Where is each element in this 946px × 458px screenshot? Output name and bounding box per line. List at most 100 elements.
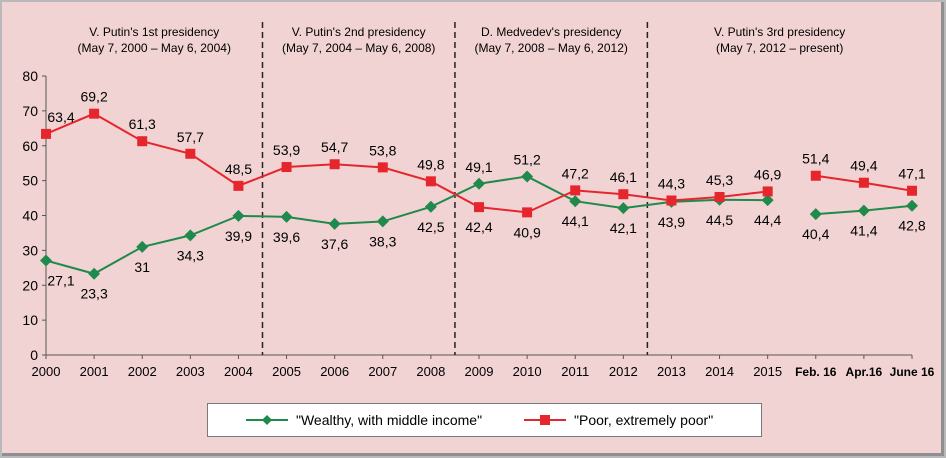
data-point-wealthy <box>328 217 341 230</box>
x-tick-label: 2000 <box>32 364 61 379</box>
legend-item-wealthy: "Wealthy, with middle income" <box>244 412 482 428</box>
period-title: D. Medvedev's presidency <box>481 25 621 39</box>
data-point-poor <box>185 148 196 159</box>
data-point-poor <box>329 159 340 170</box>
data-label-poor: 48,5 <box>225 161 252 177</box>
y-tick-label: 0 <box>30 347 38 363</box>
data-point-poor <box>714 192 725 203</box>
data-point-wealthy <box>761 194 774 207</box>
data-label-wealthy: 37,6 <box>321 236 348 252</box>
y-tick-label: 20 <box>22 277 38 293</box>
legend: "Wealthy, with middle income" "Poor, ext… <box>207 403 762 437</box>
y-tick-label: 50 <box>22 173 38 189</box>
data-label-poor: 61,3 <box>129 116 156 132</box>
data-point-wealthy <box>136 240 149 253</box>
data-point-poor <box>377 162 388 173</box>
y-tick-label: 80 <box>22 68 38 84</box>
x-tick-label: 2005 <box>272 364 301 379</box>
data-point-wealthy <box>280 210 293 223</box>
x-tick-label: 2014 <box>705 364 734 379</box>
data-label-poor: 40,9 <box>513 224 540 240</box>
data-point-wealthy <box>809 208 822 221</box>
data-label-poor: 53,8 <box>369 142 396 158</box>
y-tick-label: 40 <box>22 208 38 224</box>
x-tick-label: 2007 <box>368 364 397 379</box>
data-label-wealthy: 42,8 <box>898 218 925 234</box>
x-tick-label: 2012 <box>609 364 638 379</box>
data-label-poor: 47,1 <box>898 166 925 182</box>
line-chart: 0 10 20 30 40 50 60 70 80 2000 2001 2002 2003 2004 200… <box>22 22 935 379</box>
period-subtitle: (May 7, 2000 – May 6, 2004) <box>78 41 231 55</box>
data-label-poor: 57,7 <box>177 129 204 145</box>
data-label-wealthy: 44,5 <box>706 212 733 228</box>
data-point-poor <box>907 185 917 196</box>
y-tick-label: 30 <box>22 242 38 258</box>
data-label-wealthy: 40,4 <box>802 226 829 242</box>
data-label-wealthy: 44,1 <box>562 213 589 229</box>
data-point-poor <box>89 108 100 119</box>
data-point-poor <box>858 177 869 188</box>
legend-item-poor: "Poor, extremely poor" <box>522 412 713 428</box>
data-label-poor: 47,2 <box>562 165 589 181</box>
legend-label-wealthy: "Wealthy, with middle income" <box>296 412 483 428</box>
period-title: V. Putin's 1st presidency <box>89 25 219 39</box>
x-tick-label: 2008 <box>416 364 445 379</box>
data-label-poor: 46,1 <box>610 169 637 185</box>
data-label-wealthy: 42,1 <box>610 220 637 236</box>
legend-swatch-wealthy <box>246 415 288 425</box>
data-label-wealthy: 43,9 <box>658 214 685 230</box>
period-title: V. Putin's 2nd presidency <box>292 25 426 39</box>
data-point-wealthy <box>473 177 485 190</box>
x-tick-label: 2001 <box>80 364 109 379</box>
x-tick-label: Feb. 16 <box>795 365 837 379</box>
period-subtitle: (May 7, 2012 – present) <box>716 41 843 55</box>
data-label-poor: 53,9 <box>273 142 300 158</box>
data-point-wealthy <box>184 229 197 242</box>
data-label-poor: 63,4 <box>47 109 74 125</box>
data-point-wealthy <box>521 170 534 183</box>
series-line-poor <box>45 112 768 214</box>
data-point-wealthy <box>232 209 245 222</box>
period-title: V. Putin's 3rd presidency <box>714 25 845 39</box>
x-tick-label: 2011 <box>561 364 589 379</box>
data-label-poor: 51,4 <box>802 151 829 167</box>
x-tick-label: 2004 <box>224 364 253 379</box>
data-point-poor <box>41 128 51 139</box>
x-tick-label: 2013 <box>657 364 686 379</box>
data-point-poor <box>137 136 148 147</box>
data-point-wealthy <box>88 267 101 280</box>
data-label-wealthy: 39,9 <box>225 228 252 244</box>
data-label-wealthy: 39,6 <box>273 229 300 245</box>
data-point-poor <box>474 202 484 213</box>
x-tick-label: 2015 <box>753 364 782 379</box>
data-label-wealthy: 38,3 <box>369 233 396 249</box>
data-label-poor: 44,3 <box>658 176 685 192</box>
data-point-wealthy <box>569 195 582 208</box>
data-point-poor <box>666 195 677 206</box>
y-tick-label: 10 <box>22 312 38 328</box>
data-point-wealthy <box>617 202 630 215</box>
data-label-poor: 42,4 <box>465 219 492 235</box>
x-tick-label: 2009 <box>465 364 494 379</box>
data-label-poor: 69,2 <box>80 89 107 105</box>
data-label-wealthy: 27,1 <box>47 272 74 288</box>
x-tick-label: 2010 <box>513 364 542 379</box>
x-tick-label: 2002 <box>128 364 157 379</box>
x-tick-label: Apr.16 <box>846 365 883 379</box>
data-label-wealthy: 51,2 <box>513 151 540 167</box>
data-label-poor: 49,8 <box>417 156 444 172</box>
data-label-wealthy: 41,4 <box>850 223 877 239</box>
x-tick-label: 2003 <box>176 364 205 379</box>
data-point-wealthy <box>424 200 437 213</box>
data-label-wealthy: 42,5 <box>417 219 444 235</box>
data-point-wealthy <box>40 254 52 267</box>
period-subtitle: (May 7, 2004 – May 6, 2008) <box>282 41 435 55</box>
data-point-poor <box>425 176 436 187</box>
data-point-poor <box>522 207 533 218</box>
legend-swatch-poor <box>524 415 567 425</box>
data-point-poor <box>762 186 773 197</box>
period-subtitle: (May 7, 2008 – May 6, 2012) <box>474 41 627 55</box>
y-tick-label: 60 <box>22 138 38 154</box>
data-point-poor <box>810 170 821 181</box>
